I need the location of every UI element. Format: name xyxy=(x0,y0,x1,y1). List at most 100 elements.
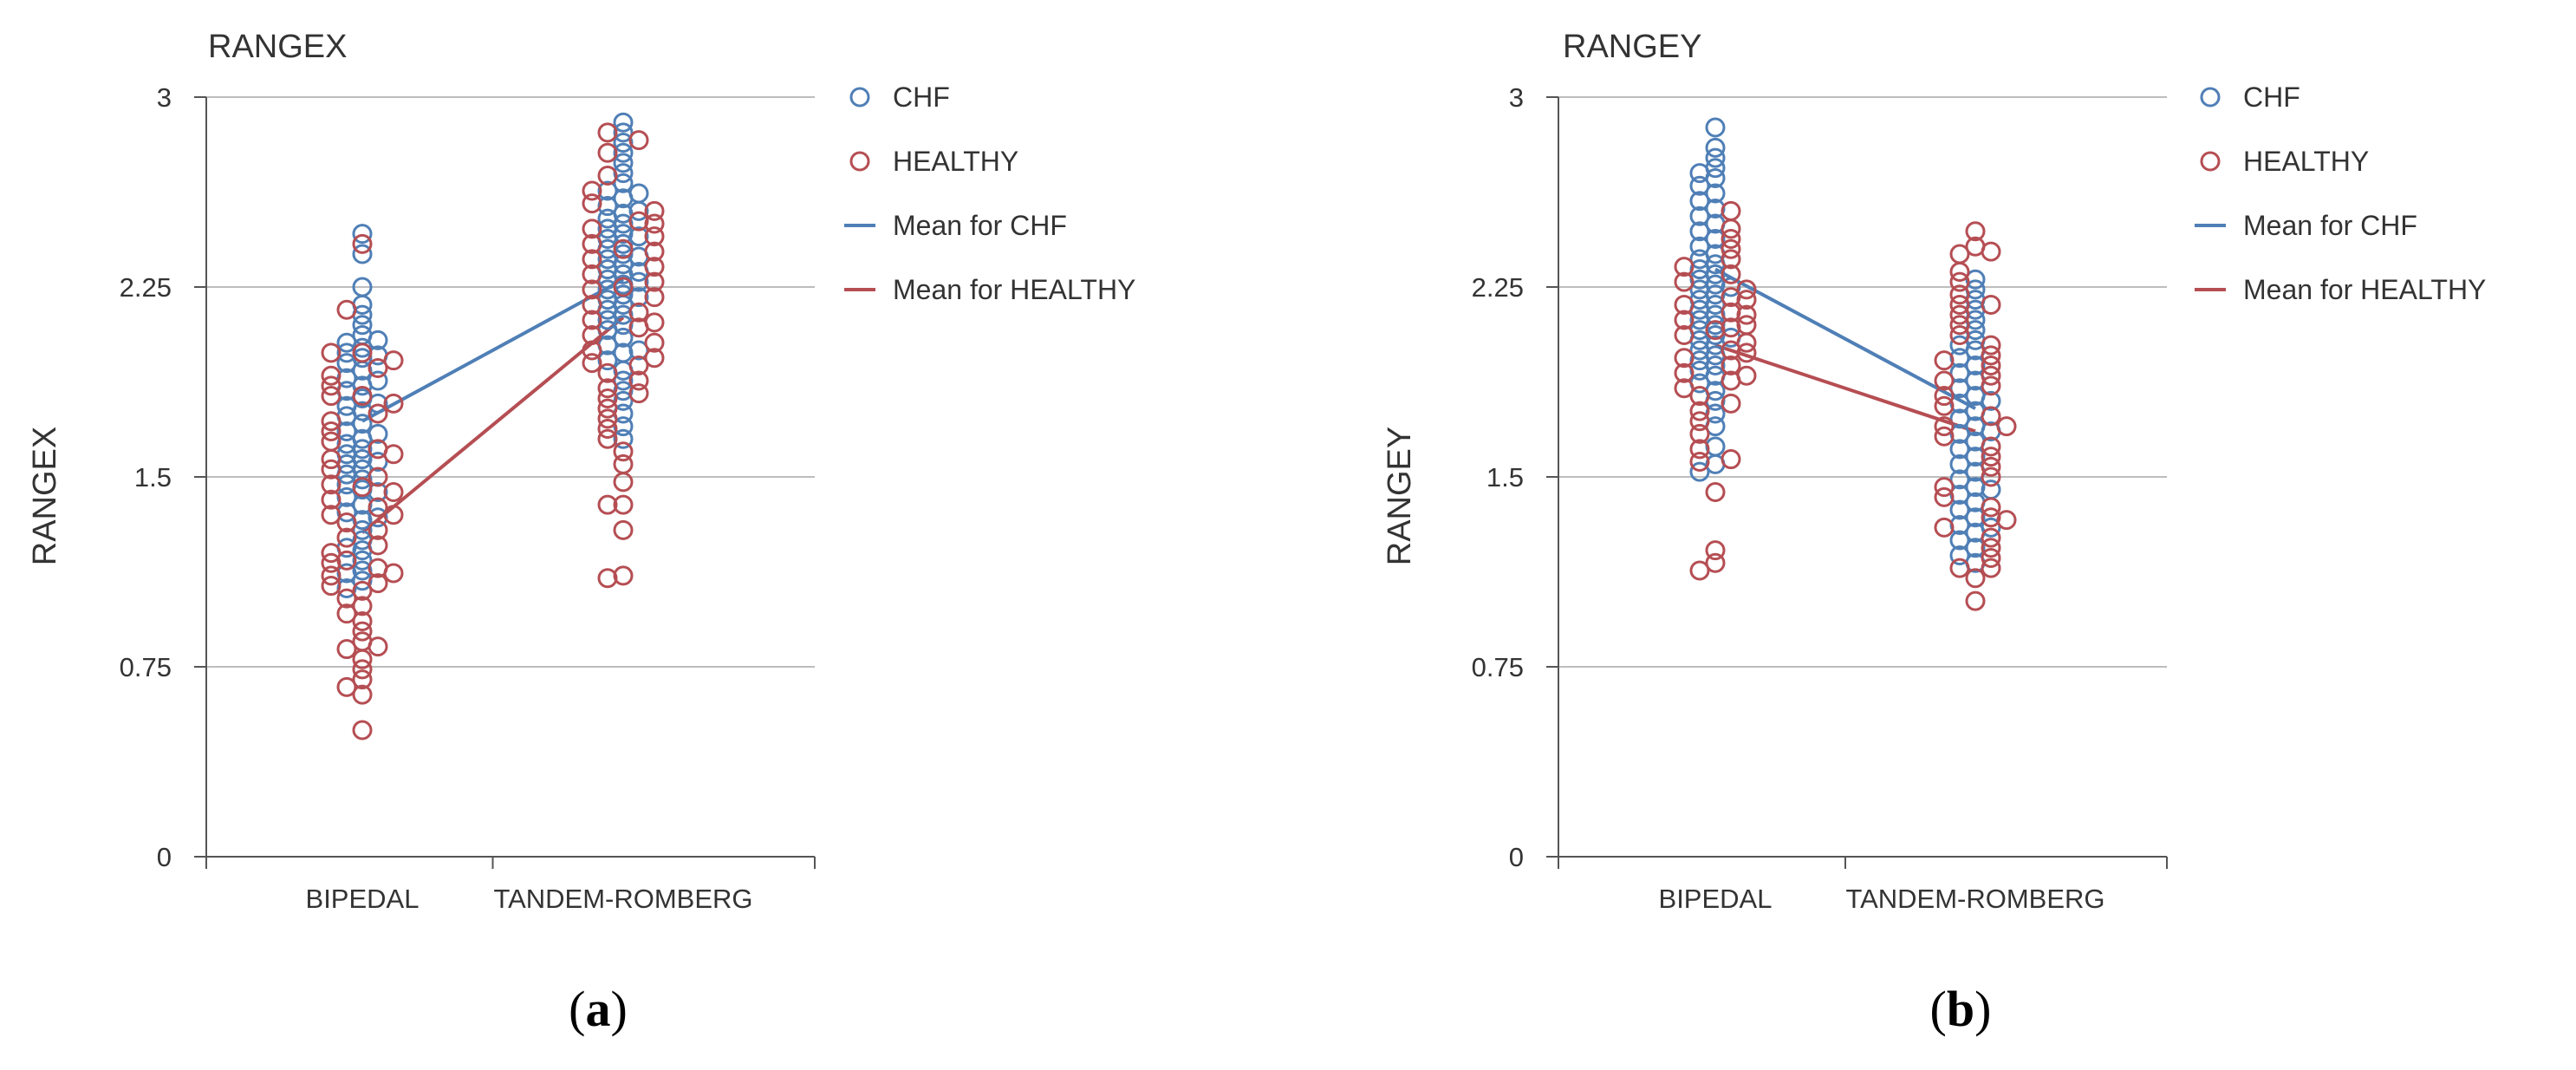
data-point-healthy xyxy=(352,621,373,642)
data-point-chf xyxy=(336,353,357,374)
data-point-healthy xyxy=(321,543,342,564)
data-point-chf xyxy=(1949,514,1970,535)
data-point-healthy xyxy=(368,497,388,518)
data-point-chf xyxy=(597,196,618,217)
data-point-chf xyxy=(1949,393,1970,414)
y-tick-label: 0 xyxy=(1509,842,1524,872)
data-point-chf xyxy=(613,370,634,391)
data-point-healthy xyxy=(582,249,602,270)
data-point-healthy xyxy=(1934,370,1955,391)
data-point-healthy xyxy=(644,348,665,369)
data-point-healthy xyxy=(1949,284,1970,305)
data-point-healthy xyxy=(613,565,634,586)
data-point-chf xyxy=(628,226,649,247)
data-point-healthy xyxy=(1721,393,1741,414)
data-point-healthy xyxy=(1981,345,2001,366)
data-point-healthy xyxy=(1736,315,1757,336)
data-point-healthy xyxy=(321,565,342,586)
data-point-healthy xyxy=(628,211,649,232)
data-point-healthy xyxy=(1949,304,1970,325)
legend-marker-chf xyxy=(2200,87,2221,108)
data-point-chf xyxy=(1689,461,1710,482)
data-point-chf xyxy=(1949,335,1970,356)
data-point-healthy xyxy=(368,535,388,556)
data-point-chf xyxy=(1965,477,1986,498)
data-point-healthy xyxy=(1736,304,1757,325)
data-point-healthy xyxy=(582,353,602,374)
data-point-healthy xyxy=(1981,365,2001,386)
data-point-healthy xyxy=(321,375,342,396)
panel-caption-b: (b) xyxy=(1930,981,1992,1037)
data-point-chf xyxy=(1705,183,1726,204)
data-point-chf xyxy=(368,507,388,528)
data-point-healthy xyxy=(336,299,357,320)
data-point-healthy xyxy=(368,403,388,424)
data-point-healthy xyxy=(352,659,373,680)
data-point-healthy xyxy=(582,180,602,201)
data-point-chf xyxy=(352,224,373,245)
data-point-chf xyxy=(1965,356,1986,376)
data-point-healthy xyxy=(352,343,373,363)
data-point-healthy xyxy=(336,639,357,660)
data-point-healthy xyxy=(582,294,602,315)
data-point-healthy xyxy=(1949,261,1970,282)
data-point-healthy xyxy=(368,636,388,657)
data-point-healthy xyxy=(613,441,634,462)
data-point-healthy xyxy=(644,332,665,353)
data-point-healthy xyxy=(1721,340,1741,361)
data-point-healthy xyxy=(1721,317,1741,338)
data-point-healthy xyxy=(644,257,665,277)
data-point-healthy xyxy=(1674,294,1695,315)
data-point-chf xyxy=(336,486,357,507)
data-point-chf xyxy=(1965,507,1986,528)
data-point-healthy xyxy=(582,340,602,361)
data-point-chf xyxy=(336,577,357,598)
data-point-healthy xyxy=(1689,386,1710,407)
data-point-chf xyxy=(628,340,649,361)
data-point-chf xyxy=(613,133,634,153)
data-point-healthy xyxy=(352,233,373,254)
data-point-healthy xyxy=(1949,244,1970,264)
data-point-healthy xyxy=(1981,436,2001,457)
data-point-healthy xyxy=(1981,538,2001,558)
data-point-chf xyxy=(613,142,634,163)
data-point-chf xyxy=(1949,484,1970,505)
data-point-healthy xyxy=(1949,315,1970,336)
data-point-healthy xyxy=(1981,241,2001,262)
category-label-bipedal: BIPEDAL xyxy=(306,884,420,914)
data-point-healthy xyxy=(383,444,404,465)
data-point-healthy xyxy=(1721,219,1741,239)
data-point-healthy xyxy=(644,213,665,234)
data-point-healthy xyxy=(582,219,602,239)
data-point-healthy xyxy=(597,362,618,383)
data-point-healthy xyxy=(1981,527,2001,548)
category-label-bipedal: BIPEDAL xyxy=(1659,884,1773,914)
data-point-healthy xyxy=(1934,416,1955,437)
data-point-healthy xyxy=(1981,547,2001,568)
legend-label: Mean for CHF xyxy=(893,210,1067,241)
data-point-healthy xyxy=(1721,249,1741,270)
y-tick-label: 1.5 xyxy=(1486,462,1524,493)
data-point-chf xyxy=(1689,236,1710,257)
data-point-healthy xyxy=(321,552,342,573)
data-point-healthy xyxy=(597,398,618,419)
data-point-healthy xyxy=(644,200,665,221)
y-tick-label: 3 xyxy=(1509,82,1524,113)
data-point-healthy xyxy=(1705,552,1726,573)
legend-marker-healthy xyxy=(849,151,870,172)
data-point-healthy xyxy=(352,669,373,690)
data-point-chf xyxy=(368,393,388,414)
data-point-healthy xyxy=(613,472,634,493)
data-point-healthy xyxy=(1934,477,1955,498)
data-point-healthy xyxy=(1965,221,1986,242)
data-point-chf xyxy=(628,183,649,204)
data-point-healthy xyxy=(1981,507,2001,528)
data-point-healthy xyxy=(368,357,388,378)
data-point-healthy xyxy=(1721,302,1741,323)
chart-title: RANGEY xyxy=(1563,29,1701,65)
mean-line-chf xyxy=(361,277,624,423)
data-point-chf xyxy=(597,180,618,201)
data-point-chf xyxy=(336,421,357,441)
legend-label: Mean for CHF xyxy=(2243,210,2417,241)
